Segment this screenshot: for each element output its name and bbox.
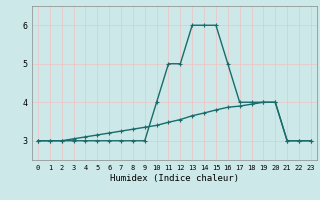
- X-axis label: Humidex (Indice chaleur): Humidex (Indice chaleur): [110, 174, 239, 183]
